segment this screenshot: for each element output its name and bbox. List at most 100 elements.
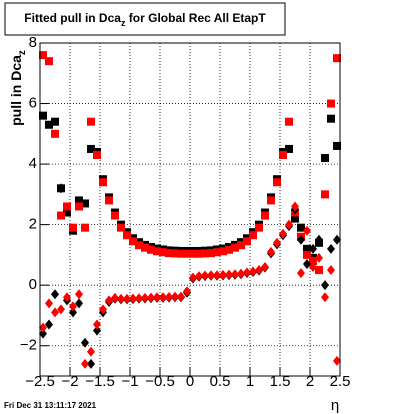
square-marker bbox=[81, 199, 89, 208]
diamond-marker bbox=[267, 246, 275, 257]
square-marker bbox=[273, 178, 281, 187]
square-marker bbox=[279, 151, 287, 160]
diamond-marker bbox=[57, 183, 65, 194]
diamond-marker bbox=[75, 289, 83, 300]
diamond-marker bbox=[189, 272, 197, 283]
diamond-marker bbox=[237, 268, 245, 279]
square-marker bbox=[153, 247, 161, 256]
diamond-marker bbox=[327, 265, 335, 276]
title-text: Fitted pull in Dca bbox=[24, 11, 121, 25]
square-marker bbox=[45, 120, 53, 129]
footer-date: Fri Dec 31 13:11:17 2021 bbox=[4, 401, 97, 410]
diamond-marker bbox=[321, 280, 329, 291]
square-marker bbox=[159, 248, 167, 257]
diamond-marker bbox=[333, 355, 341, 366]
y-tick-label: 0 bbox=[29, 276, 37, 293]
square-marker bbox=[51, 117, 59, 126]
diamond-marker bbox=[141, 292, 149, 303]
square-marker bbox=[75, 196, 83, 205]
x-tick-label: −2.5 bbox=[25, 373, 55, 390]
square-marker bbox=[231, 243, 239, 252]
diamond-marker bbox=[39, 322, 47, 333]
title-text: for Global Rec All EtapT bbox=[125, 11, 266, 25]
diamond-marker bbox=[309, 262, 317, 273]
square-marker bbox=[39, 51, 47, 60]
y-tick-label: −2 bbox=[20, 337, 37, 354]
diamond-marker bbox=[99, 304, 107, 315]
diamond-marker bbox=[183, 286, 191, 297]
square-marker bbox=[129, 237, 137, 246]
diamond-marker bbox=[297, 268, 305, 279]
square-marker bbox=[147, 245, 155, 254]
diamond-marker bbox=[231, 269, 239, 280]
x-tick-label: 0 bbox=[186, 373, 194, 390]
diamond-marker bbox=[177, 291, 185, 302]
diamond-marker bbox=[303, 225, 311, 236]
diamond-marker bbox=[315, 252, 323, 263]
diamond-marker bbox=[45, 319, 53, 330]
x-tick-label: −2 bbox=[61, 373, 78, 390]
square-marker bbox=[327, 114, 335, 123]
y-axis-label: pull in Dcaz bbox=[8, 50, 28, 126]
square-marker bbox=[189, 249, 197, 258]
diamond-marker bbox=[111, 292, 119, 303]
square-marker bbox=[165, 249, 173, 258]
diamond-marker bbox=[321, 292, 329, 303]
diamond-marker bbox=[219, 269, 227, 280]
square-marker bbox=[291, 214, 299, 223]
title-subscript: z bbox=[121, 18, 126, 28]
diamond-marker bbox=[225, 269, 233, 280]
square-marker bbox=[117, 223, 125, 232]
diamond-marker bbox=[39, 328, 47, 339]
square-marker bbox=[303, 250, 311, 259]
diamond-marker bbox=[261, 262, 269, 273]
square-marker bbox=[261, 211, 269, 220]
diamond-marker bbox=[273, 237, 281, 248]
square-marker bbox=[285, 144, 293, 153]
square-marker bbox=[303, 244, 311, 253]
square-marker bbox=[225, 245, 233, 254]
diamond-marker bbox=[255, 265, 263, 276]
square-marker bbox=[315, 266, 323, 275]
square-marker bbox=[39, 111, 47, 120]
square-marker bbox=[243, 237, 251, 246]
square-marker bbox=[327, 99, 335, 108]
x-tick-label: 2 bbox=[306, 373, 314, 390]
diamond-marker bbox=[93, 319, 101, 330]
x-tick-label: 1 bbox=[246, 373, 254, 390]
diamond-marker bbox=[171, 291, 179, 302]
square-marker bbox=[309, 256, 317, 265]
square-marker bbox=[87, 144, 95, 153]
diamond-marker bbox=[327, 243, 335, 254]
diamond-marker bbox=[315, 234, 323, 245]
square-marker bbox=[63, 208, 71, 217]
square-marker bbox=[249, 231, 257, 240]
diamond-marker bbox=[69, 307, 77, 318]
diamond-marker bbox=[207, 270, 215, 281]
square-marker bbox=[255, 223, 263, 232]
diamond-marker bbox=[117, 293, 125, 304]
y-tick-label: 6 bbox=[29, 95, 37, 112]
square-marker bbox=[111, 211, 119, 220]
square-marker bbox=[135, 241, 143, 250]
square-marker bbox=[321, 154, 329, 163]
diamond-marker bbox=[249, 266, 257, 277]
diamond-marker bbox=[123, 293, 131, 304]
diamond-marker bbox=[69, 301, 77, 312]
square-marker bbox=[285, 117, 293, 126]
square-marker bbox=[45, 57, 53, 66]
y-label-text: pull in Dca bbox=[8, 55, 24, 126]
square-marker bbox=[63, 202, 71, 211]
square-marker bbox=[57, 211, 65, 220]
diamond-marker bbox=[153, 292, 161, 303]
diamond-marker bbox=[213, 270, 221, 281]
diamond-marker bbox=[105, 295, 113, 306]
x-tick-label: 2.5 bbox=[330, 373, 351, 390]
diamond-marker bbox=[81, 337, 89, 348]
diamond-marker bbox=[135, 293, 143, 304]
y-tick-label: 8 bbox=[29, 34, 37, 51]
square-marker bbox=[195, 249, 203, 258]
square-marker bbox=[93, 151, 101, 160]
square-marker bbox=[123, 231, 131, 240]
